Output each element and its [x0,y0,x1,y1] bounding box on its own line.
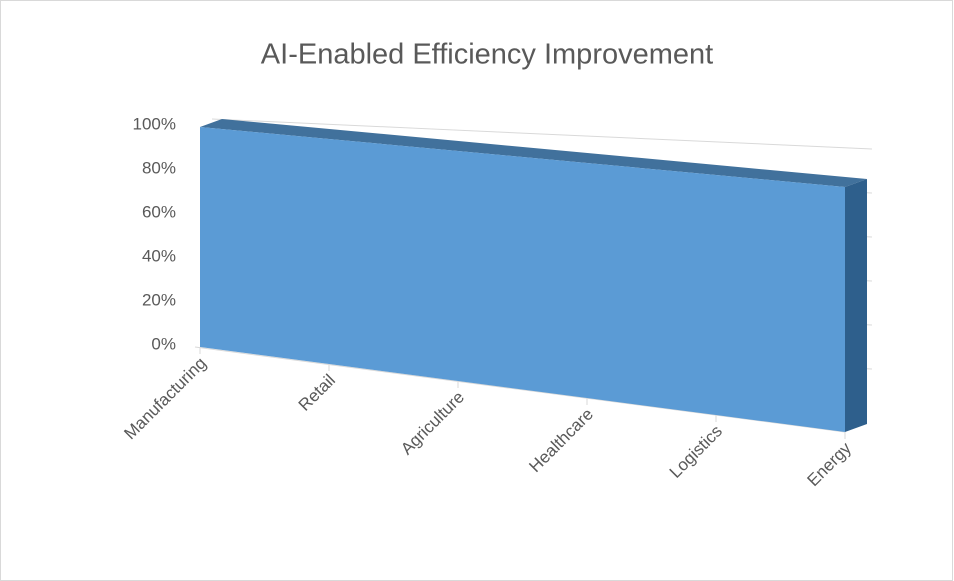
y-tick-label: 0% [151,334,176,353]
y-tick-label: 60% [142,202,176,221]
x-axis-line [194,346,846,433]
area-side-face [845,179,867,432]
y-tick-label: 20% [142,290,176,309]
y-tick-label: 100% [133,114,176,133]
y-tick-label: 40% [142,246,176,265]
area [200,127,845,432]
area-top-face [200,119,867,187]
grid-line [211,118,873,150]
chart-title: AI-Enabled Efficiency Improvement [261,39,713,71]
y-tick-label: 80% [142,158,176,177]
